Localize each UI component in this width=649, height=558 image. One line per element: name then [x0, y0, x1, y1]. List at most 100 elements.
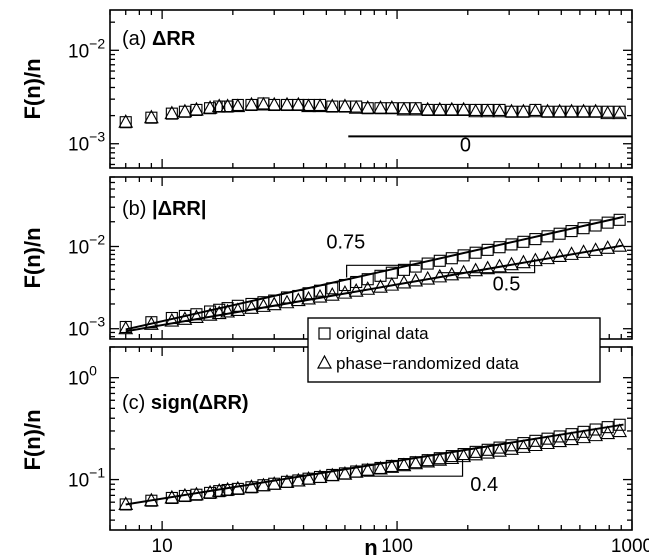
data-point-triangle: [337, 98, 353, 113]
data-point-square: [292, 289, 305, 303]
data-point-square: [221, 302, 234, 315]
data-point-triangle: [266, 296, 282, 311]
data-point-triangle: [588, 427, 604, 442]
data-point-triangle: [211, 305, 227, 320]
data-point-triangle: [189, 309, 204, 324]
data-point-triangle: [540, 103, 555, 118]
x-tick-label: 100: [381, 536, 413, 557]
data-point-triangle: [552, 433, 568, 448]
data-point-triangle: [564, 103, 579, 118]
data-point-square: [529, 103, 542, 116]
data-point-triangle: [301, 470, 316, 485]
data-point-triangle: [312, 469, 328, 483]
data-point-square: [613, 213, 626, 226]
data-point-triangle: [312, 288, 328, 303]
data-point-triangle: [492, 258, 507, 273]
data-point-square: [565, 428, 578, 441]
data-point-triangle: [576, 103, 591, 118]
data-point-square: [589, 423, 602, 436]
data-point-triangle: [384, 459, 400, 473]
data-point-square: [165, 311, 178, 325]
data-point-triangle: [177, 487, 193, 502]
data-point-triangle: [492, 443, 507, 457]
y-tick-label-base: 10: [68, 320, 89, 341]
data-point-square: [326, 282, 339, 295]
data-point-triangle: [588, 103, 604, 118]
data-point-triangle: [468, 446, 484, 461]
data-point-triangle: [337, 284, 353, 299]
data-point-square: [457, 249, 470, 262]
data-point-triangle: [244, 479, 259, 493]
y-tick-label-base: 10: [68, 41, 89, 62]
data-point-triangle: [189, 101, 204, 116]
data-point-square: [601, 105, 614, 118]
data-point-triangle: [468, 103, 484, 118]
data-point-triangle: [143, 316, 159, 330]
data-point-triangle: [189, 486, 204, 501]
panel-a-label-prefix: (a): [122, 28, 152, 50]
data-point-triangle: [480, 260, 496, 275]
data-point-triangle: [420, 453, 436, 468]
data-point-triangle: [552, 248, 568, 262]
data-point-square: [601, 216, 614, 229]
data-point-triangle: [324, 467, 340, 482]
data-point-triangle: [444, 101, 460, 116]
data-point-triangle: [527, 437, 543, 452]
data-point-triangle: [211, 482, 227, 497]
data-point-triangle: [408, 101, 424, 116]
data-point-square: [268, 294, 281, 307]
data-point-triangle: [177, 103, 193, 118]
y-tick-label: 10−3: [68, 314, 105, 341]
y-tick-label-exponent: −3: [89, 129, 105, 145]
legend: original data phase−randomized data: [307, 317, 601, 383]
x-axis-title: n: [364, 535, 377, 558]
data-point-triangle: [202, 100, 218, 114]
data-point-triangle: [266, 476, 282, 490]
y-tick-label-exponent: 0: [89, 363, 97, 379]
y-tick-label-exponent: −2: [89, 35, 105, 51]
data-point-triangle: [312, 98, 328, 113]
data-point-triangle: [143, 492, 159, 507]
data-point-triangle: [220, 98, 236, 113]
panel-b: (b) |ΔRR| F(n)/n 10−210−30.750.5: [20, 176, 633, 341]
legend-triangle-marker: [316, 354, 333, 369]
y-tick-label: 10−1: [68, 465, 105, 492]
data-point-triangle: [540, 435, 555, 450]
data-point-triangle: [279, 294, 295, 309]
panel-b-label-name: |ΔRR|: [152, 198, 206, 220]
data-point-triangle: [244, 300, 259, 314]
data-point-triangle: [373, 279, 388, 293]
data-point-triangle: [432, 268, 448, 283]
data-point-triangle: [301, 98, 316, 113]
x-tick-label: 10: [152, 536, 173, 557]
data-point-square: [350, 100, 363, 113]
data-point-square: [257, 97, 270, 110]
data-point-square: [577, 222, 590, 235]
slope-label-0: 0: [460, 134, 471, 156]
panel-c-label-name: sign(ΔRR): [151, 392, 249, 414]
data-point-triangle: [504, 256, 519, 271]
data-point-square: [469, 246, 482, 259]
data-point-square: [541, 432, 554, 445]
data-point-square: [178, 309, 191, 323]
data-point-triangle: [143, 109, 159, 124]
slope-label-0.75: 0.75: [326, 232, 365, 254]
data-point-triangle: [480, 103, 496, 118]
data-point-triangle: [396, 274, 412, 289]
data-point-triangle: [164, 312, 180, 327]
data-point-triangle: [612, 105, 628, 120]
data-point-triangle: [164, 489, 180, 504]
data-point-triangle: [612, 423, 628, 438]
data-point-square: [493, 441, 506, 454]
data-point-triangle: [373, 100, 388, 114]
data-point-triangle: [444, 266, 460, 281]
data-point-triangle: [279, 474, 295, 488]
panel-b-label: (b) |ΔRR|: [122, 198, 206, 220]
data-point-square: [493, 241, 506, 254]
data-point-triangle: [384, 276, 400, 291]
data-point-square: [481, 243, 494, 256]
data-point-triangle: [360, 100, 376, 114]
data-point-triangle: [279, 96, 295, 111]
panel-b-ylabel: F(n)/n: [20, 227, 45, 288]
